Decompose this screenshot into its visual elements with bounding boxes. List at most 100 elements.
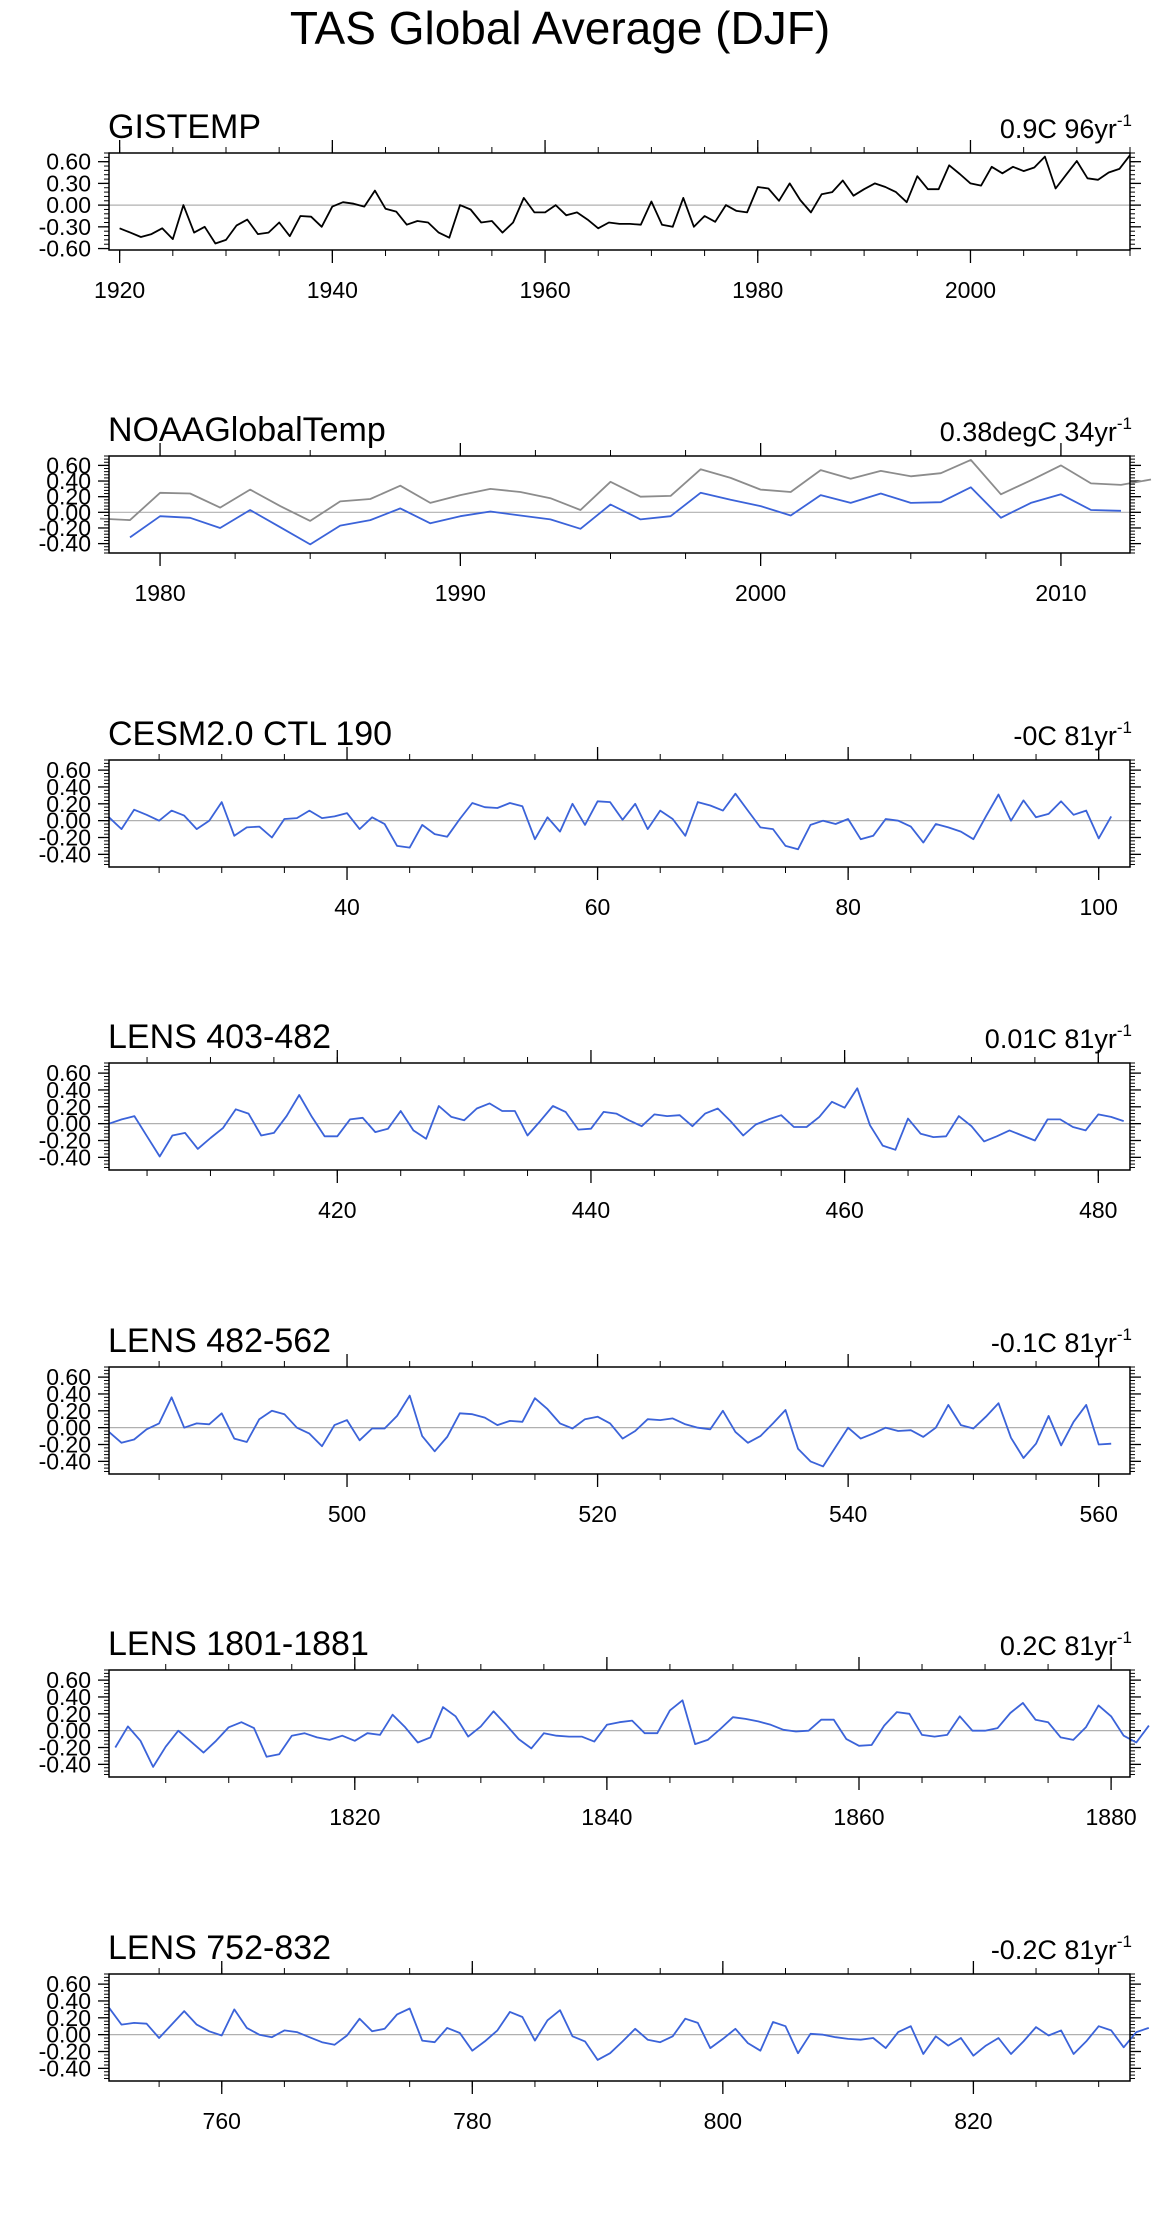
x-tick-label: 2010 [1035, 580, 1086, 606]
y-tick-label: 0.00 [46, 808, 91, 834]
y-tick-label: -0.20 [39, 515, 91, 541]
figure-title: TAS Global Average (DJF) [290, 2, 830, 54]
y-tick-label: 0.00 [46, 192, 91, 218]
plot-frame [108, 1366, 1131, 1475]
trend-value: -0.1C 81yr [991, 1328, 1117, 1358]
x-tick-label: 520 [578, 1501, 616, 1527]
x-tick-label: 1940 [307, 277, 358, 303]
x-tick-label: 1990 [435, 580, 486, 606]
x-tick-label: 1980 [732, 277, 783, 303]
trend-value: 0.9C 96yr [1000, 114, 1117, 144]
x-tick-label: 1980 [134, 580, 185, 606]
panel-1: GISTEMP 0.9C 96yr-1 -0.60-0.300.000.300.60… [39, 108, 1141, 303]
y-tick-label: 0.60 [46, 452, 91, 478]
trend-exponent: -1 [1117, 414, 1132, 433]
y-tick-label: 0.20 [46, 1094, 91, 1120]
y-tick-label: -0.20 [39, 1128, 91, 1154]
trend-exponent: -1 [1117, 1021, 1132, 1040]
plot-frame [108, 152, 1131, 251]
trend-label: -0.1C 81yr-1 [991, 1325, 1132, 1358]
x-tick-label: 40 [334, 894, 360, 920]
y-tick-label: -0.40 [39, 1751, 91, 1777]
plot-frame [108, 1062, 1131, 1171]
trend-label: -0C 81yr-1 [1013, 718, 1132, 751]
y-tick-label: 0.60 [46, 1364, 91, 1390]
series-line-1 [119, 154, 1131, 245]
panel-title: LENS 1801-1881 [108, 1625, 369, 1663]
panel-title: LENS 752-832 [108, 1929, 331, 1967]
x-tick-label: 460 [825, 1197, 863, 1223]
panel-3: CESM2.0 CTL 190 -0C 81yr-1-0.40-0.200.000… [39, 715, 1141, 920]
trend-value: 0.2C 81yr [1000, 1631, 1117, 1661]
y-tick-label: -0.20 [39, 825, 91, 851]
trend-exponent: -1 [1117, 718, 1132, 737]
x-tick-label: 1820 [329, 1804, 380, 1830]
trend-exponent: -1 [1117, 1628, 1132, 1647]
y-tick-label: 0.20 [46, 2005, 91, 2031]
x-tick-label: 1860 [833, 1804, 884, 1830]
panel-title: CESM2.0 CTL 190 [108, 715, 392, 753]
plot-frame [108, 759, 1131, 868]
x-tick-label: 1920 [94, 277, 145, 303]
plot-frame [108, 1669, 1131, 1778]
y-tick-label: 0.40 [46, 468, 91, 494]
panel-6: LENS 1801-1881 0.2C 81yr-1-0.40-0.200.000… [39, 1625, 1150, 1830]
x-tick-label: 800 [704, 2108, 742, 2134]
x-tick-label: 60 [585, 894, 611, 920]
trend-value: -0C 81yr [1013, 721, 1117, 751]
x-tick-label: 1960 [519, 277, 570, 303]
y-tick-label: 0.40 [46, 1381, 91, 1407]
series-line-1 [114, 1699, 1150, 1768]
y-tick-label: 0.60 [46, 1971, 91, 1997]
y-tick-label: 0.20 [46, 484, 91, 510]
y-tick-label: -0.20 [39, 1432, 91, 1458]
panel-title: NOAAGlobalTemp [108, 411, 386, 449]
x-tick-label: 100 [1079, 894, 1117, 920]
y-tick-label: 0.00 [46, 1415, 91, 1441]
y-tick-label: 0.00 [46, 2022, 91, 2048]
series-line-1 [99, 459, 1152, 522]
y-tick-label: 0.20 [46, 1398, 91, 1424]
y-tick-label: -0.30 [39, 214, 91, 240]
y-tick-label: -0.60 [39, 236, 91, 262]
y-tick-label: 0.20 [46, 1701, 91, 1727]
y-tick-label: 0.60 [46, 1667, 91, 1693]
y-tick-label: -0.40 [39, 1448, 91, 1474]
x-tick-label: 560 [1079, 1501, 1117, 1527]
y-tick-label: -0.40 [39, 2055, 91, 2081]
series-line-1 [108, 792, 1112, 851]
y-tick-label: 0.40 [46, 1684, 91, 1710]
x-tick-label: 440 [572, 1197, 610, 1223]
y-tick-label: 0.60 [46, 757, 91, 783]
y-tick-label: 0.00 [46, 1111, 91, 1137]
trend-value: -0.2C 81yr [991, 1935, 1117, 1965]
panel-title: GISTEMP [108, 108, 261, 146]
y-tick-label: -0.40 [39, 531, 91, 557]
x-tick-label: 820 [954, 2108, 992, 2134]
x-tick-label: 80 [835, 894, 861, 920]
trend-label: 0.2C 81yr-1 [1000, 1628, 1132, 1661]
x-tick-label: 540 [829, 1501, 867, 1527]
x-tick-label: 780 [453, 2108, 491, 2134]
x-tick-label: 1840 [581, 1804, 632, 1830]
series-line-1 [108, 1087, 1124, 1158]
x-tick-label: 1880 [1086, 1804, 1137, 1830]
y-tick-label: -0.20 [39, 1735, 91, 1761]
y-tick-label: 0.40 [46, 1988, 91, 2014]
panel-7: LENS 752-832 -0.2C 81yr-1-0.40-0.200.000.… [39, 1929, 1150, 2134]
y-tick-label: 0.00 [46, 1718, 91, 1744]
trend-label: -0.2C 81yr-1 [991, 1932, 1132, 1965]
y-tick-label: 0.40 [46, 1077, 91, 1103]
plot-frame [108, 1973, 1131, 2082]
y-tick-label: -0.20 [39, 2039, 91, 2065]
x-tick-label: 760 [203, 2108, 241, 2134]
panels-container: GISTEMP 0.9C 96yr-1-0.60-0.300.000.300.60… [39, 108, 1152, 2134]
trend-label: 0.01C 81yr-1 [985, 1021, 1132, 1054]
trend-value: 0.01C 81yr [985, 1024, 1117, 1054]
trend-label: 0.9C 96yr-1 [1000, 111, 1132, 144]
panel-title: LENS 482-562 [108, 1322, 331, 1360]
panel-title: LENS 403-482 [108, 1018, 331, 1056]
panel-2: NOAAGlobalTemp 0.38degC 34yr-1-0.40-0.200… [39, 411, 1152, 606]
trend-exponent: -1 [1117, 1932, 1132, 1951]
y-tick-label: 0.60 [46, 1060, 91, 1086]
